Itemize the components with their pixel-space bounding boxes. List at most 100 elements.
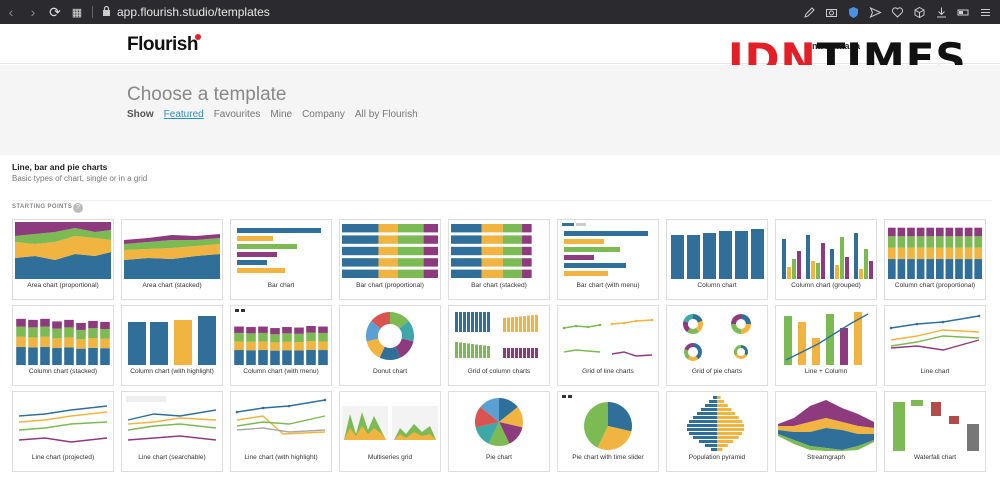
template-card-line-column[interactable]: Line + Column bbox=[775, 305, 877, 386]
starting-points-label: STARTING POINTS bbox=[12, 204, 73, 210]
template-card-pie-slider[interactable]: Pie chart with time slider bbox=[557, 391, 659, 472]
template-label: Line chart (with highlight) bbox=[244, 454, 318, 461]
line-thumbnail-icon bbox=[889, 314, 981, 351]
flourish-logo[interactable]: Flourish bbox=[127, 34, 198, 55]
area-proportional-thumbnail-icon bbox=[15, 222, 111, 279]
template-card-stream[interactable]: Streamgraph bbox=[775, 391, 877, 472]
reload-icon[interactable]: ⟳ bbox=[49, 3, 61, 20]
template-card-column-proportional[interactable]: Column chart (proportional) bbox=[884, 219, 986, 300]
tab-all-by-flourish[interactable]: All by Flourish bbox=[354, 109, 418, 120]
template-label: Column chart (grouped) bbox=[791, 282, 861, 289]
bar-menu-thumbnail-icon bbox=[562, 223, 648, 276]
template-label: Line + Column bbox=[804, 368, 848, 375]
heart-icon[interactable] bbox=[891, 6, 904, 19]
template-label: Column chart bbox=[697, 282, 737, 289]
donut-thumbnail-icon bbox=[366, 312, 414, 360]
template-label: Bar chart bbox=[267, 282, 295, 289]
tab-favourites[interactable]: Favourites bbox=[213, 109, 261, 120]
tab-grid-icon[interactable]: ▦ bbox=[71, 6, 83, 19]
template-label: Bar chart (with menu) bbox=[576, 282, 640, 289]
template-label: Column chart (proportional) bbox=[894, 282, 976, 289]
template-label: Line chart (projected) bbox=[31, 454, 95, 461]
address-bar[interactable]: app.flourish.studio/templates bbox=[117, 5, 270, 19]
line-column-thumbnail-icon bbox=[784, 312, 869, 365]
template-card-column-grouped[interactable]: Column chart (grouped) bbox=[775, 219, 877, 300]
menu-icon[interactable] bbox=[979, 6, 992, 19]
template-label: Streamgraph bbox=[806, 454, 846, 461]
template-card-area-stacked[interactable]: Area chart (stacked) bbox=[121, 219, 223, 300]
template-label: Area chart (stacked) bbox=[142, 282, 202, 289]
template-card-waterfall[interactable]: Waterfall chart bbox=[884, 391, 986, 472]
template-label: Column chart (stacked) bbox=[28, 368, 98, 375]
template-card-line-searchable[interactable]: Line chart (searchable) bbox=[121, 391, 223, 472]
template-card-grid-lines[interactable]: Grid of line charts bbox=[557, 305, 659, 386]
template-card-column-stacked[interactable]: Column chart (stacked) bbox=[12, 305, 114, 386]
column-proportional-thumbnail-icon bbox=[887, 227, 983, 279]
line-highlight-thumbnail-icon bbox=[235, 398, 327, 435]
template-card-donut[interactable]: Donut chart bbox=[339, 305, 441, 386]
template-card-column-highlight[interactable]: Column chart (with highlight) bbox=[121, 305, 223, 386]
template-card-area-proportional[interactable]: Area chart (proportional) bbox=[12, 219, 114, 300]
template-label: Multiseries grid bbox=[367, 454, 413, 461]
template-card-pie[interactable]: Pie chart bbox=[448, 391, 550, 472]
waterfall-thumbnail-icon bbox=[893, 400, 979, 451]
grid-pies-thumbnail-icon bbox=[683, 314, 751, 361]
template-label: Donut chart bbox=[372, 368, 408, 375]
template-card-line-projected[interactable]: Line chart (projected) bbox=[12, 391, 114, 472]
line-projected-thumbnail-icon bbox=[18, 405, 108, 443]
template-card-bar-stacked[interactable]: Bar chart (stacked) bbox=[448, 219, 550, 300]
stream-thumbnail-icon bbox=[778, 400, 874, 451]
template-label: Bar chart (proportional) bbox=[356, 282, 424, 289]
template-label: Line chart (searchable) bbox=[138, 454, 206, 461]
tab-company[interactable]: Company bbox=[302, 109, 345, 120]
template-label: Column chart (with menu) bbox=[243, 368, 319, 375]
tab-featured[interactable]: Featured bbox=[163, 109, 204, 120]
help-icon[interactable]: ? bbox=[73, 203, 83, 213]
template-card-bar[interactable]: Bar chart bbox=[230, 219, 332, 300]
send-icon[interactable] bbox=[869, 6, 882, 19]
template-card-grid-pies[interactable]: Grid of pie charts bbox=[666, 305, 768, 386]
pie-thumbnail-icon bbox=[475, 398, 523, 446]
page-title: Choose a template bbox=[127, 84, 287, 105]
toolbar-divider bbox=[92, 6, 93, 18]
app-header: Flourish na Kemana IDNTIMES bbox=[0, 24, 1000, 80]
edit-icon[interactable] bbox=[803, 6, 816, 19]
cube-icon[interactable] bbox=[913, 6, 926, 19]
line-bar-pie-section: Line, bar and pie charts Basic types of … bbox=[0, 156, 1000, 494]
grid-columns-thumbnail-icon bbox=[455, 312, 538, 358]
download-icon[interactable] bbox=[935, 6, 948, 19]
template-card-line[interactable]: Line chart bbox=[884, 305, 986, 386]
template-label: Pie chart bbox=[485, 454, 513, 461]
browser-toolbar: ‹ › ⟳ ▦ app.flourish.studio/templates bbox=[0, 0, 1000, 24]
tab-mine[interactable]: Mine bbox=[270, 109, 293, 120]
section-title: Line, bar and pie charts bbox=[12, 162, 108, 172]
grid-lines-thumbnail-icon bbox=[562, 318, 654, 357]
lock-icon bbox=[99, 3, 113, 21]
template-card-bar-proportional[interactable]: Bar chart (proportional) bbox=[339, 219, 441, 300]
template-card-column-menu[interactable]: Column chart (with menu) bbox=[230, 305, 332, 386]
template-card-pyramid[interactable]: Population pyramid bbox=[666, 391, 768, 472]
logo-dot-icon bbox=[195, 34, 201, 40]
forward-icon[interactable]: › bbox=[30, 4, 36, 20]
user-name[interactable]: na Kemana bbox=[812, 41, 861, 51]
template-label: Grid of line charts bbox=[582, 368, 634, 375]
browser-extension-icons bbox=[803, 6, 992, 19]
camera-icon[interactable] bbox=[825, 6, 838, 19]
template-card-multiseries[interactable]: Multiseries grid bbox=[339, 391, 441, 472]
template-card-bar-menu[interactable]: Bar chart (with menu) bbox=[557, 219, 659, 300]
battery-icon bbox=[957, 9, 969, 15]
multiseries-thumbnail-icon bbox=[342, 406, 438, 440]
bar-proportional-thumbnail-icon bbox=[342, 224, 438, 278]
template-grid: Area chart (proportional) Area chart (sta… bbox=[12, 219, 986, 472]
section-divider bbox=[12, 200, 992, 201]
shield-icon[interactable] bbox=[847, 6, 860, 19]
template-label: Bar chart (stacked) bbox=[471, 282, 527, 289]
template-label: Waterfall chart bbox=[913, 454, 957, 461]
back-icon[interactable]: ‹ bbox=[8, 4, 14, 20]
template-card-grid-columns[interactable]: Grid of column charts bbox=[448, 305, 550, 386]
template-filter-tabs: Show Featured Favourites Mine Company Al… bbox=[127, 109, 418, 120]
template-card-line-highlight[interactable]: Line chart (with highlight) bbox=[230, 391, 332, 472]
template-card-column[interactable]: Column chart bbox=[666, 219, 768, 300]
template-label: Area chart (proportional) bbox=[27, 282, 99, 289]
template-label: Pie chart with time slider bbox=[572, 454, 644, 461]
